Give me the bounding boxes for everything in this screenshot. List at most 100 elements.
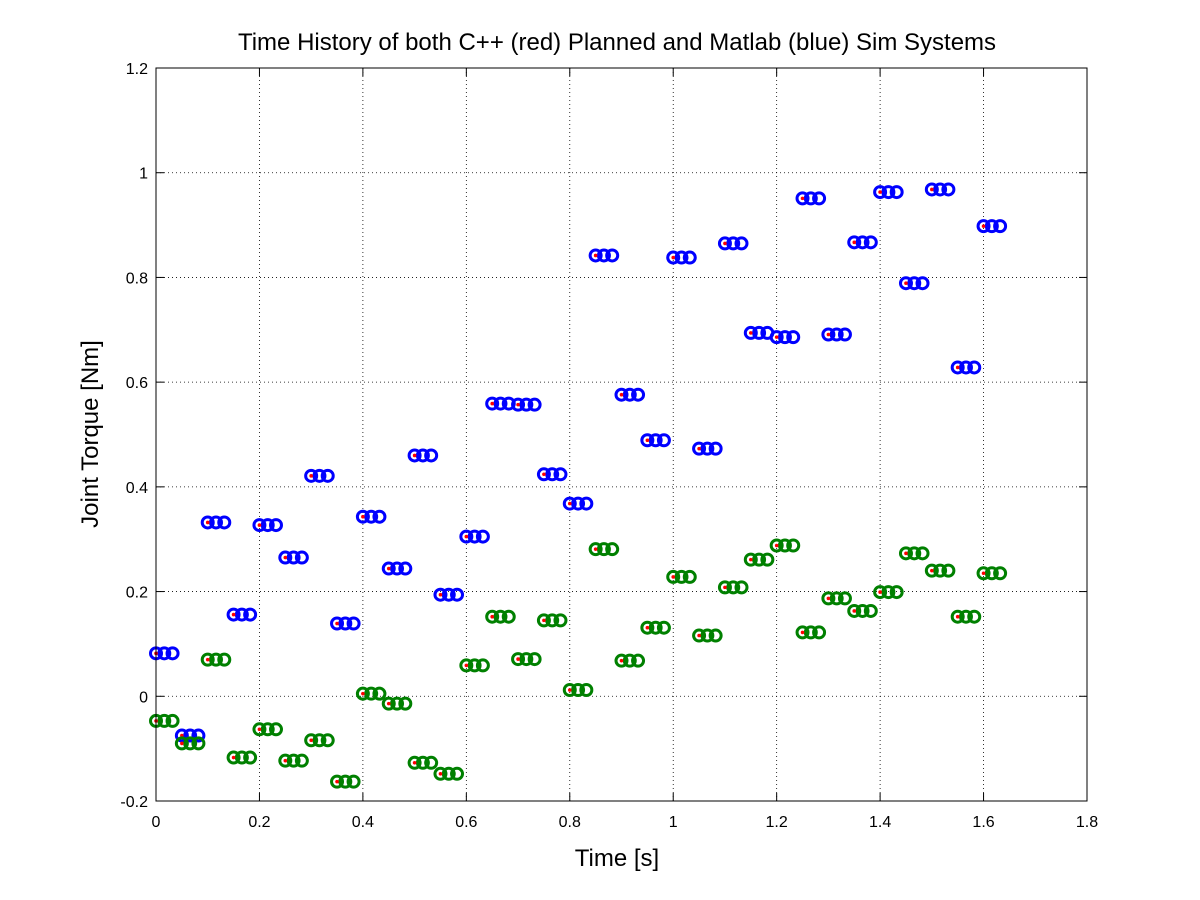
x-tick-label: 0	[152, 814, 161, 831]
data-point	[863, 235, 878, 250]
data-point	[450, 587, 465, 602]
planned-point	[180, 741, 184, 746]
data-point	[708, 628, 723, 643]
data-point	[519, 652, 534, 667]
data-point	[217, 515, 232, 530]
planned-point	[981, 224, 986, 228]
data-point	[915, 276, 930, 291]
data-point	[441, 766, 456, 781]
planned-point	[904, 281, 908, 285]
data-point	[381, 696, 396, 711]
data-point	[519, 397, 534, 412]
planned-point	[671, 575, 676, 579]
planned-point	[593, 253, 598, 258]
data-point	[268, 722, 283, 737]
data-point	[200, 652, 215, 667]
data-point	[217, 652, 232, 667]
data-point	[286, 753, 301, 768]
data-point	[312, 468, 327, 483]
data-point	[674, 569, 689, 584]
data-point	[320, 733, 335, 748]
planned-point	[723, 241, 727, 246]
planned-point	[697, 633, 701, 638]
data-point	[545, 613, 560, 628]
planned-point	[800, 630, 805, 635]
data-point	[760, 552, 775, 567]
data-point	[320, 468, 335, 483]
data-point	[398, 561, 413, 576]
data-point	[622, 387, 637, 402]
data-point	[536, 467, 551, 482]
y-tick-label: 1	[139, 166, 148, 183]
data-point	[338, 616, 353, 631]
data-point	[812, 625, 827, 640]
data-point	[717, 236, 732, 251]
y-tick-label: 0.4	[126, 480, 148, 497]
data-point	[191, 736, 206, 751]
x-tick-label: 1.6	[972, 814, 994, 831]
data-point	[579, 496, 594, 511]
grid-lines	[156, 68, 1087, 801]
data-point	[485, 396, 500, 411]
data-point	[183, 736, 198, 751]
planned-point	[955, 365, 960, 370]
planned-point	[826, 332, 831, 337]
data-point	[873, 185, 888, 200]
data-point	[208, 652, 223, 667]
data-point	[174, 736, 189, 751]
data-point	[579, 683, 594, 698]
data-point	[553, 613, 568, 628]
data-point	[243, 607, 258, 622]
data-point	[734, 236, 749, 251]
data-point	[459, 658, 474, 673]
data-point	[777, 330, 792, 345]
data-point	[424, 448, 439, 463]
data-point	[372, 686, 387, 701]
data-point	[571, 496, 586, 511]
data-point	[424, 755, 439, 770]
planned-point	[697, 446, 701, 451]
data-point	[631, 387, 646, 402]
planned-point	[567, 501, 572, 506]
data-point	[536, 613, 551, 628]
data-point	[692, 441, 707, 456]
data-point	[234, 607, 249, 622]
y-tick-label: 0.6	[126, 375, 148, 392]
data-point	[390, 696, 405, 711]
planned-point	[774, 335, 779, 339]
data-point	[941, 563, 956, 578]
planned-point	[386, 566, 391, 571]
data-point	[234, 750, 249, 765]
data-point	[330, 616, 345, 631]
data-point	[571, 683, 586, 698]
data-point	[648, 433, 663, 448]
planned-point	[361, 691, 365, 696]
planned-point	[257, 727, 262, 732]
data-point	[467, 658, 482, 673]
planned-point	[852, 609, 857, 613]
x-tick-label: 0.6	[455, 814, 477, 831]
data-point	[450, 766, 465, 781]
data-point	[511, 652, 526, 667]
planned-point	[774, 543, 779, 548]
planned-point	[749, 331, 753, 335]
data-point	[812, 191, 827, 206]
data-point	[398, 696, 413, 711]
data-point	[795, 191, 810, 206]
data-point	[278, 550, 293, 565]
data-point	[976, 566, 991, 581]
data-point	[847, 603, 862, 618]
data-point	[157, 646, 172, 661]
data-point	[640, 620, 655, 635]
data-point	[708, 441, 723, 456]
series-1	[149, 538, 1008, 789]
series-0	[149, 182, 1008, 743]
data-point	[191, 728, 206, 743]
data-point	[208, 515, 223, 530]
data-point	[415, 448, 430, 463]
data-point	[803, 625, 818, 640]
data-point	[907, 546, 922, 561]
y-tick-label: 0.8	[126, 270, 148, 287]
data-point	[467, 529, 482, 544]
data-point	[674, 250, 689, 265]
